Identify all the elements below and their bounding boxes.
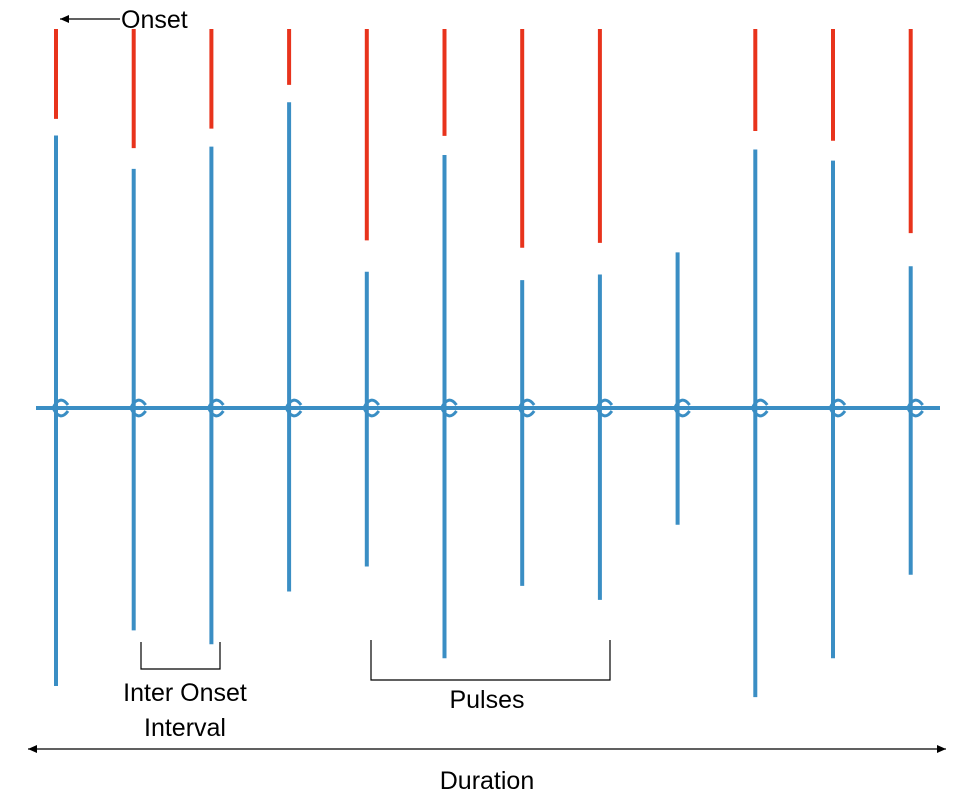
duration-label: Duration	[440, 767, 535, 795]
onset-label: Onset	[121, 6, 188, 34]
pulses-label: Pulses	[449, 686, 524, 714]
pulses-bracket	[370, 640, 611, 681]
inter-onset-label-line2: Interval	[144, 714, 226, 742]
inter-onset-label-line1: Inter Onset	[123, 679, 247, 707]
inter-onset-bracket	[140, 642, 221, 670]
signal-waveform	[36, 29, 940, 698]
